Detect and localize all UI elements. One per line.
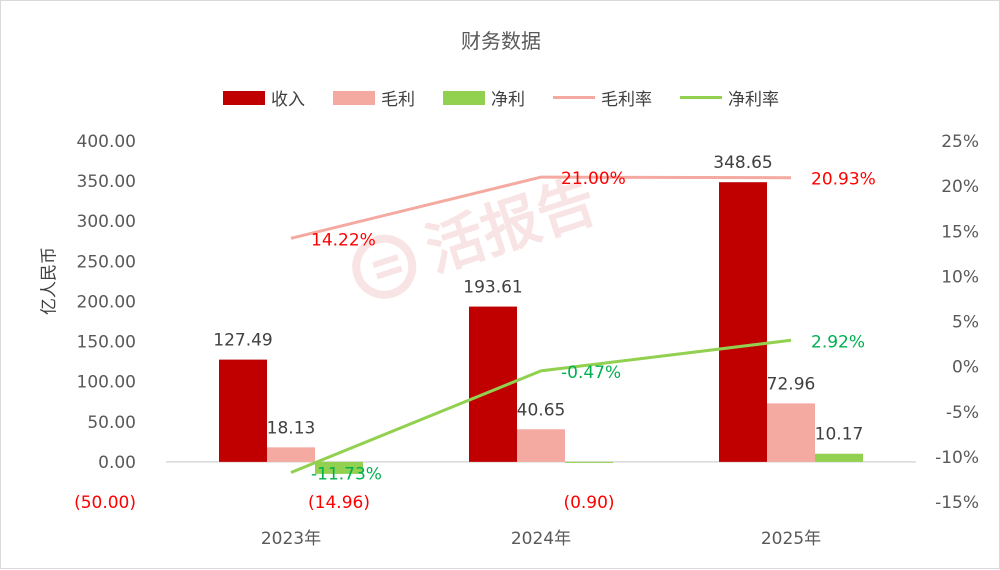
right-tick-label: 10% (941, 267, 979, 287)
left-tick-label: 0.00 (98, 453, 136, 473)
legend-item-net-margin: 净利率 (680, 85, 779, 110)
legend-swatch-revenue (223, 91, 265, 105)
legend-label-net-profit: 净利 (491, 85, 525, 110)
legend-item-net-profit: 净利 (443, 85, 525, 110)
watermark-logo: 活报告 (347, 166, 604, 307)
x-tick-label: 2025年 (761, 529, 821, 549)
right-tick-label: 5% (952, 313, 979, 333)
right-tick-label: -10% (935, 448, 979, 468)
left-tick-label: 250.00 (77, 252, 136, 272)
bar-value-label: 10.17 (815, 425, 864, 445)
left-tick-label: 300.00 (77, 212, 136, 232)
left-tick-label: (50.00) (74, 493, 136, 513)
legend: 收入 毛利 净利 毛利率 净利率 (1, 85, 1000, 110)
line-value-label: 14.22% (311, 230, 376, 250)
bar-0-2 (719, 182, 767, 462)
bar-1-1 (517, 429, 565, 462)
left-tick-label: 150.00 (77, 333, 136, 353)
bar-1-2 (767, 403, 815, 462)
right-tick-label: 20% (941, 177, 979, 197)
legend-item-revenue: 收入 (223, 85, 305, 110)
svg-text:活报告: 活报告 (418, 166, 605, 284)
x-tick-label: 2023年 (261, 529, 321, 549)
bar-0-1 (469, 307, 517, 462)
legend-label-gross-margin: 毛利率 (601, 85, 652, 110)
bar-0-0 (219, 360, 267, 462)
line-value-label: -0.47% (561, 363, 621, 383)
y-axis-label: 亿人民币 (35, 247, 60, 315)
line-value-label: 2.92% (811, 332, 865, 352)
line-series-0 (291, 177, 791, 238)
bar-value-label: 193.61 (463, 278, 522, 298)
bar-value-label: 18.13 (267, 418, 316, 438)
x-tick-label: 2024年 (511, 529, 571, 549)
chart-title: 财务数据 (1, 25, 1000, 54)
line-value-label: 20.93% (811, 170, 876, 190)
left-tick-label: 400.00 (77, 132, 136, 152)
right-tick-label: 25% (941, 132, 979, 152)
bar-value-label: 127.49 (213, 331, 272, 351)
right-tick-label: -15% (935, 493, 979, 513)
bar-1-0 (267, 447, 315, 462)
legend-label-revenue: 收入 (271, 85, 305, 110)
legend-swatch-gross-profit (333, 91, 375, 105)
bar-2-2 (815, 454, 863, 462)
legend-item-gross-profit: 毛利 (333, 85, 415, 110)
line-value-label: 21.00% (561, 169, 626, 189)
right-tick-label: 15% (941, 222, 979, 242)
left-tick-label: 350.00 (77, 172, 136, 192)
right-tick-label: -5% (946, 403, 979, 423)
bar-2-1 (565, 462, 613, 463)
line-series-1 (291, 340, 791, 472)
bar-2-0 (315, 462, 363, 474)
legend-item-gross-margin: 毛利率 (553, 85, 652, 110)
left-tick-label: 50.00 (87, 413, 136, 433)
left-tick-label: 200.00 (77, 292, 136, 312)
legend-line-net-margin (680, 96, 722, 99)
bar-value-label: 72.96 (767, 374, 816, 394)
line-value-label: -11.73% (311, 464, 382, 484)
bar-value-label: (0.90) (563, 493, 614, 513)
right-tick-label: 0% (952, 358, 979, 378)
legend-label-gross-profit: 毛利 (381, 85, 415, 110)
bar-value-label: 348.65 (713, 153, 772, 173)
legend-label-net-margin: 净利率 (728, 85, 779, 110)
left-tick-label: 100.00 (77, 373, 136, 393)
bar-value-label: (14.96) (308, 493, 370, 513)
legend-swatch-net-profit (443, 91, 485, 105)
legend-line-gross-margin (553, 96, 595, 99)
bar-value-label: 40.65 (517, 400, 566, 420)
